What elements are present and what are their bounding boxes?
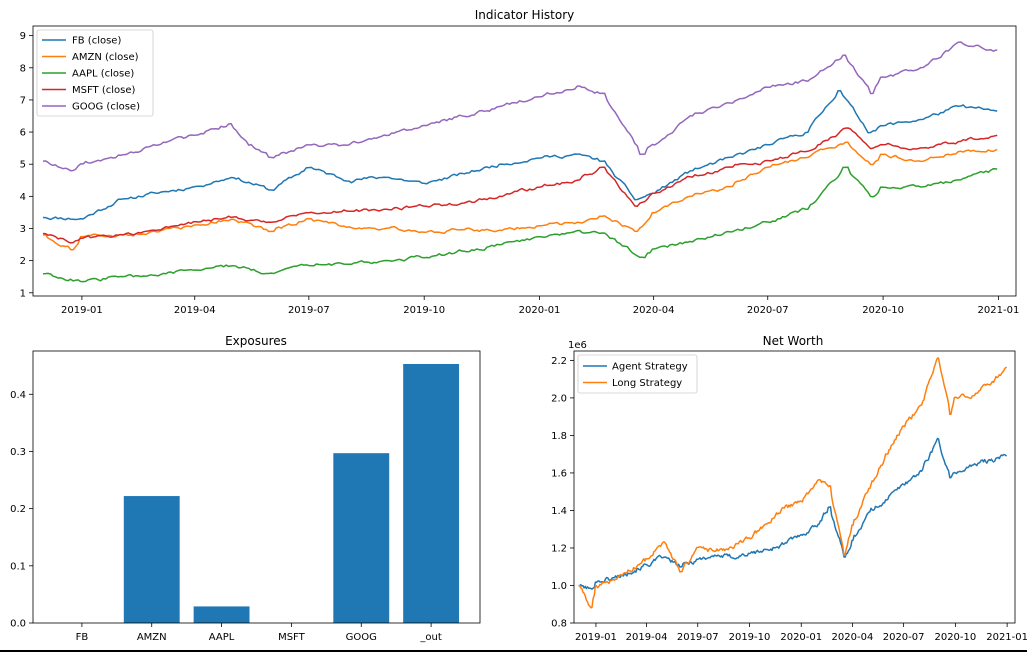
legend-box xyxy=(36,29,154,117)
chart-title: Indicator History xyxy=(475,8,575,22)
x-tick-label: 2019-04 xyxy=(174,305,216,316)
y-tick-label: 1.8 xyxy=(551,431,567,442)
x-tick-label: 2020-04 xyxy=(832,632,874,643)
y-tick-label: 8 xyxy=(20,63,26,74)
y-tick-label: 0.2 xyxy=(10,504,26,515)
bar-goog xyxy=(333,453,390,623)
y-tick-label: 1.2 xyxy=(551,543,567,554)
series-line-1 xyxy=(42,141,998,251)
x-tick-label: _out xyxy=(419,632,441,643)
x-tick-label: 2020-10 xyxy=(862,305,904,316)
legend-label: Long Strategy xyxy=(612,378,682,389)
legend-label: FB (close) xyxy=(72,36,121,47)
x-axis: 2019-01 2019-04 2019-07 2019-10 2020-01 2020-… xyxy=(61,296,1019,316)
x-tick-label: 2020-07 xyxy=(883,632,925,643)
y-tick-label: 1.6 xyxy=(551,468,567,479)
y-tick-label: 2 xyxy=(20,256,26,267)
y-tick-label: 0.0 xyxy=(10,619,26,630)
x-tick-label: 2019-04 xyxy=(626,632,668,643)
x-tick-label: 2021-01 xyxy=(986,632,1027,643)
legend-box xyxy=(577,354,698,394)
x-tick-label: 2020-01 xyxy=(780,632,822,643)
y-tick-label: 6 xyxy=(20,128,26,139)
bar-out xyxy=(403,363,460,623)
series-line-2 xyxy=(42,166,998,283)
plot-frame xyxy=(32,350,481,624)
series-line-0 xyxy=(578,437,1007,590)
legend-label: Agent Strategy xyxy=(612,362,688,373)
y-tick-label: 9 xyxy=(20,31,26,42)
bars xyxy=(123,363,460,623)
y-tick-label: 0.4 xyxy=(10,390,26,401)
y-axis: 0.0 0.1 0.2 0.3 0.4 xyxy=(10,390,33,630)
x-tick-label: 2020-04 xyxy=(633,305,675,316)
legend: Agent Strategy Long Strategy xyxy=(577,354,698,394)
bar-amzn xyxy=(123,496,180,623)
series-line-3 xyxy=(42,127,998,244)
y-tick-label: 3 xyxy=(20,224,26,235)
y-tick-label: 0.8 xyxy=(551,619,567,630)
y-tick-label: 5 xyxy=(20,160,26,171)
x-tick-label: FB xyxy=(76,632,89,643)
y-tick-label: 0.1 xyxy=(10,561,26,572)
x-tick-label: 2019-10 xyxy=(729,632,771,643)
x-tick-label: 2019-01 xyxy=(61,305,103,316)
y-tick-label: 2.2 xyxy=(551,356,567,367)
y-tick-label: 1 xyxy=(20,288,26,299)
y-offset-label: 1e6 xyxy=(568,340,587,351)
x-tick-label: 2020-10 xyxy=(934,632,976,643)
chart-title: Net Worth xyxy=(763,334,824,348)
y-tick-label: 7 xyxy=(20,95,26,106)
plot-frame xyxy=(32,25,1017,297)
y-tick-label: 2.0 xyxy=(551,393,567,404)
legend-label: AAPL (close) xyxy=(72,69,134,80)
x-tick-label: 2021-01 xyxy=(978,305,1020,316)
x-tick-label: 2020-01 xyxy=(519,305,561,316)
bar-aapl xyxy=(193,606,250,623)
x-tick-label: 2019-07 xyxy=(288,305,330,316)
exposures-chart: Exposures FB AMZN AAPL MSFT GOOG _out 0.00.10… xyxy=(10,334,481,643)
x-tick-label: 2019-07 xyxy=(677,632,719,643)
legend-label: GOOG (close) xyxy=(72,102,140,113)
series-line-0 xyxy=(42,89,998,221)
plot-frame xyxy=(573,350,1016,624)
legend-label: AMZN (close) xyxy=(72,52,139,63)
series-lines xyxy=(42,41,998,283)
y-tick-label: 1.0 xyxy=(551,581,567,592)
series-line-4 xyxy=(42,41,998,172)
series-line-1 xyxy=(578,357,1008,609)
y-tick-label: 4 xyxy=(20,192,26,203)
y-axis: 0.8 1.0 1.2 1.4 1.6 1.8 2.0 2.2 xyxy=(551,356,574,630)
y-tick-label: 1.4 xyxy=(551,506,567,517)
net-worth-chart: Net Worth 1e6 2019-01 2019-04 2019-07 2019-… xyxy=(551,334,1027,643)
x-tick-label: AAPL xyxy=(209,632,235,643)
x-tick-label: 2019-01 xyxy=(575,632,617,643)
y-axis: 1 2 3 4 5 6 7 8 9 xyxy=(20,31,33,299)
x-tick-label: GOOG xyxy=(346,632,377,643)
series-lines xyxy=(578,357,1008,609)
x-tick-label: MSFT xyxy=(278,632,306,643)
x-tick-label: 2019-10 xyxy=(403,305,445,316)
chart-title: Exposures xyxy=(225,334,287,348)
legend: FB (close) AMZN (close) AAPL (close) MSFT (… xyxy=(36,29,154,117)
x-tick-label: AMZN xyxy=(137,632,167,643)
x-axis: FB AMZN AAPL MSFT GOOG _out xyxy=(76,623,442,643)
indicator-history-chart: Indicator History 2019-01 2019-04 2019-07 2… xyxy=(20,8,1020,316)
x-tick-label: 2020-07 xyxy=(747,305,789,316)
y-tick-label: 0.3 xyxy=(10,447,26,458)
x-axis: 2019-01 2019-04 2019-07 2019-10 2020-01 2020-… xyxy=(575,623,1027,643)
legend-label: MSFT (close) xyxy=(72,85,135,96)
